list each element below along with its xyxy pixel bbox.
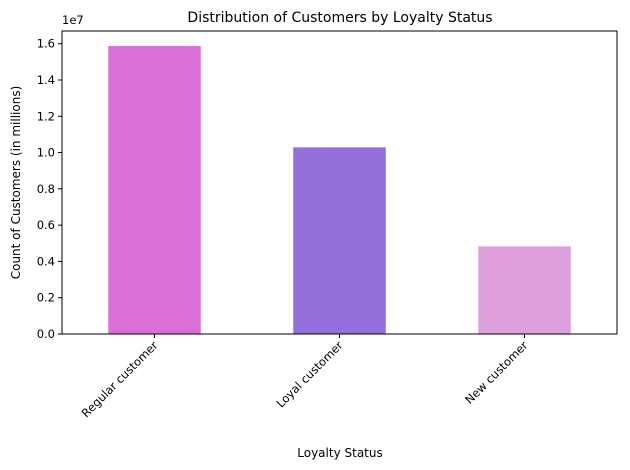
x-axis-label: Loyalty Status — [297, 446, 382, 460]
y-axis-ticks: 0.0 0.2 0.4 0.6 0.8 1.0 1.2 1.4 1.6 — [37, 37, 62, 341]
y-tick-label: 1.4 — [37, 73, 55, 87]
bar — [293, 147, 386, 334]
x-tick-label: New customer — [462, 338, 531, 407]
y-tick-label: 0.0 — [37, 327, 55, 341]
y-tick-label: 1.6 — [37, 37, 55, 51]
y-axis-label: Count of Customers (in millions) — [9, 86, 23, 280]
x-axis-ticks: Regular customer Loyal customer New custom… — [79, 334, 531, 420]
chart-title: Distribution of Customers by Loyalty Sta… — [187, 10, 492, 26]
y-tick-label: 1.0 — [37, 146, 55, 160]
y-tick-label: 0.6 — [37, 218, 55, 232]
y-tick-label: 0.8 — [37, 182, 55, 196]
y-tick-label: 1.2 — [37, 109, 55, 123]
plot-frame — [61, 30, 618, 335]
bar — [108, 46, 201, 335]
y-tick-label: 0.4 — [37, 254, 55, 268]
bars — [108, 46, 571, 335]
x-tick-label: Regular customer — [79, 338, 161, 420]
y-axis-offset-text: 1e7 — [62, 13, 84, 27]
y-tick-label: 0.2 — [37, 291, 55, 305]
x-tick-label: Loyal customer — [273, 338, 345, 410]
bar — [478, 246, 571, 334]
